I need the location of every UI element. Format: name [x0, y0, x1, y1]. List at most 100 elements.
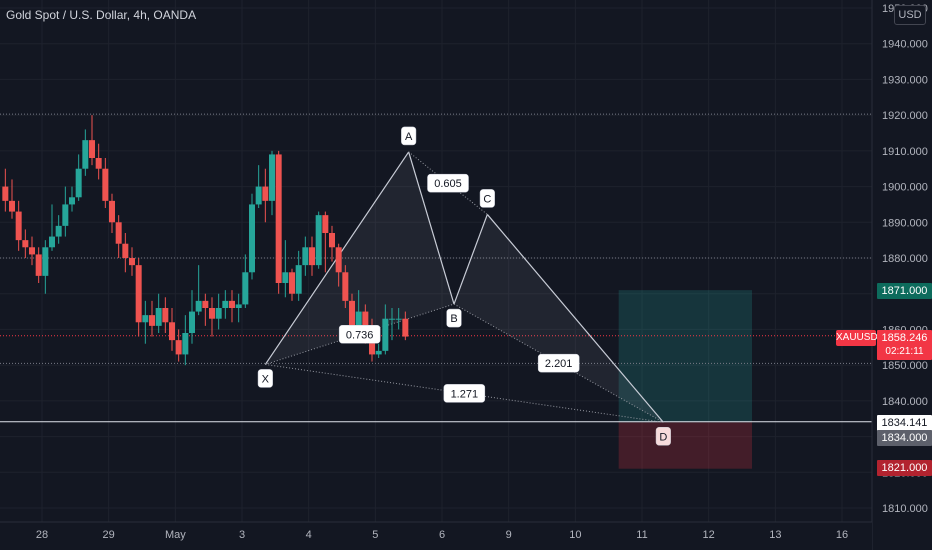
chart-title: Gold Spot / U.S. Dollar, 4h, OANDA	[6, 8, 197, 22]
price-tick-label: 1850.000	[882, 360, 928, 372]
candle-down	[2, 186, 9, 201]
candle-up	[249, 204, 256, 273]
time-tick-label: 9	[506, 529, 512, 541]
candle-up	[55, 225, 62, 237]
time-tick-label: 13	[769, 529, 781, 541]
price-tick-label: 1930.000	[882, 74, 928, 86]
time-tick-label: 16	[836, 529, 848, 541]
time-tick-label: 4	[306, 529, 312, 541]
time-tick-label: 6	[439, 529, 445, 541]
price-tick-label: 1940.000	[882, 39, 928, 51]
price-tick-label: 1910.000	[882, 146, 928, 158]
ratio-label-box	[443, 384, 486, 403]
candle-down	[35, 254, 42, 276]
time-tick-label: 29	[103, 529, 115, 541]
time-tick-label: 3	[239, 529, 245, 541]
candle-down	[335, 247, 342, 273]
candle-up	[242, 272, 249, 305]
candle-up	[215, 308, 222, 319]
candle-down	[15, 211, 22, 241]
candle-up	[389, 318, 396, 320]
point-label-x: X	[262, 373, 270, 385]
price-tick-label: 1920.000	[882, 110, 928, 122]
line-price-tag: 1834.141	[877, 415, 932, 431]
candle-down	[169, 322, 176, 341]
point-label-b-box	[446, 308, 462, 328]
candle-down	[135, 265, 142, 323]
candle-down	[349, 300, 356, 326]
candle-up	[302, 247, 309, 266]
price-tick-label: 1880.000	[882, 253, 928, 265]
pattern-fill	[454, 214, 664, 423]
candle-down	[322, 215, 329, 233]
candle-down	[162, 308, 169, 323]
time-tick-label: 10	[569, 529, 581, 541]
candle-down	[202, 300, 209, 308]
countdown-tag: 02:21:11	[877, 344, 932, 360]
ratio-label-box	[537, 353, 580, 373]
pattern-fill	[265, 151, 455, 365]
pattern-labels: X A B C D 0.736 0.605 2.201 1.271	[257, 126, 671, 446]
time-tick-label: 28	[36, 529, 48, 541]
time-axis: 28 29 May 3 4 5 6 9 10 11 12 13 16	[0, 521, 872, 550]
time-tick-label: 11	[636, 529, 647, 541]
candle-down	[109, 200, 116, 223]
take-profit-tag: 1871.000	[877, 283, 932, 299]
candle-up	[82, 140, 89, 169]
candle-down	[102, 168, 109, 201]
point-label-a-box	[401, 126, 417, 146]
candle-up	[382, 318, 389, 351]
candle-up	[75, 168, 82, 198]
point-label-c: C	[483, 193, 491, 205]
candlestick-series	[2, 115, 409, 366]
point-label-x-box	[257, 369, 273, 388]
candle-up	[69, 197, 76, 205]
candle-up	[182, 333, 189, 355]
candle-down	[289, 272, 296, 294]
ratio-label: 0.736	[346, 329, 374, 341]
candle-down	[362, 311, 369, 330]
candle-down	[342, 272, 349, 301]
price-axis-bg	[872, 0, 932, 550]
candle-down	[175, 340, 182, 355]
price-axis: 1810.0001820.0001830.0001840.0001850.000…	[871, 0, 932, 550]
candle-down	[329, 233, 336, 248]
price-tick-label: 1810.000	[882, 503, 928, 515]
candle-down	[309, 247, 316, 266]
stop-loss-tag: 1821.000	[877, 460, 932, 476]
candle-up	[49, 236, 56, 248]
price-tick-label: 1890.000	[882, 217, 928, 229]
pattern-leg	[486, 214, 664, 423]
ratio-label-box	[338, 325, 381, 344]
time-tick-label: 12	[703, 529, 715, 541]
candle-up	[222, 300, 229, 308]
candle-down	[122, 243, 129, 258]
price-tick-label: 1900.000	[882, 182, 928, 194]
currency-button[interactable]: USD	[894, 5, 926, 25]
candle-down	[209, 308, 216, 319]
candle-down	[229, 300, 236, 308]
candle-up	[269, 154, 276, 201]
candle-down	[402, 318, 409, 337]
candle-down	[115, 222, 122, 244]
candle-down	[29, 247, 36, 255]
horizontal-lines	[0, 113, 872, 423]
ratio-label-box	[427, 173, 469, 193]
candle-up	[315, 215, 322, 266]
candle-up	[155, 308, 162, 326]
candle-up	[395, 318, 402, 320]
candle-up	[255, 186, 262, 205]
entry-price-tag: 1834.000	[877, 430, 932, 446]
ratio-label: 1.271	[451, 388, 479, 400]
candle-up	[42, 247, 49, 276]
price-tick-label: 1840.000	[882, 396, 928, 408]
candle-up	[235, 304, 242, 308]
candle-down	[275, 154, 282, 283]
last-price-tag: 1858.246	[877, 330, 932, 346]
pattern-leg	[408, 151, 455, 305]
candle-down	[9, 200, 16, 212]
take-profit-zone	[618, 290, 753, 423]
point-label-d: D	[659, 431, 667, 443]
candle-up	[355, 311, 362, 326]
